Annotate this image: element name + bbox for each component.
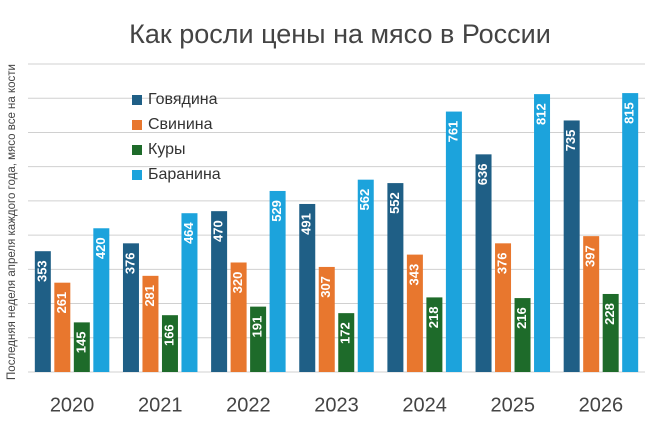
data-label: 529 (269, 200, 284, 222)
bar (269, 190, 286, 372)
data-label: 815 (622, 102, 637, 124)
bar (426, 297, 443, 372)
bar (583, 236, 600, 372)
y-axis-label: Последняя неделя апреля каждого года, мя… (6, 64, 18, 380)
data-label: 464 (181, 222, 196, 244)
x-tick-label: 2024 (402, 394, 447, 416)
bar (357, 179, 374, 372)
bar (73, 322, 90, 372)
bar (181, 213, 198, 372)
bar (622, 93, 639, 372)
data-label: 552 (387, 192, 402, 214)
data-label: 761 (445, 121, 460, 143)
legend-label: Куры (148, 141, 186, 158)
bar (563, 120, 580, 372)
bar (534, 94, 551, 373)
bar (318, 266, 335, 372)
data-label: 228 (602, 303, 617, 325)
x-tick-label: 2022 (226, 394, 271, 416)
bar (161, 315, 178, 372)
bar (122, 243, 139, 372)
x-tick-label: 2025 (491, 394, 536, 416)
bar (34, 251, 51, 372)
data-label: 145 (73, 332, 88, 354)
bar (387, 183, 404, 372)
data-label: 376 (494, 252, 509, 274)
bar (250, 306, 267, 372)
data-label: 307 (318, 276, 333, 298)
bar (299, 203, 316, 372)
x-tick-label: 2020 (50, 394, 95, 416)
bar (445, 111, 462, 373)
bar (230, 262, 247, 372)
data-label: 470 (211, 220, 226, 242)
bar (602, 293, 619, 372)
chart-title: Как росли цены на мясо в России (129, 19, 551, 49)
data-label: 216 (514, 307, 529, 329)
data-label: 343 (406, 264, 421, 286)
data-label: 397 (583, 245, 598, 267)
legend-swatch (132, 120, 142, 130)
bar (406, 254, 423, 372)
legend-label: Баранина (148, 166, 221, 183)
data-label: 636 (475, 163, 490, 185)
legend-swatch (132, 145, 142, 155)
data-label: 172 (338, 322, 353, 344)
data-label: 281 (142, 285, 157, 307)
legend-label: Свинина (148, 116, 213, 133)
data-label: 562 (357, 189, 372, 211)
bar (495, 243, 512, 372)
data-label: 218 (426, 307, 441, 329)
bar (54, 282, 71, 372)
bar (338, 313, 355, 372)
x-tick-label: 2021 (138, 394, 183, 416)
data-label: 166 (161, 324, 176, 346)
data-label: 491 (299, 213, 314, 235)
data-label: 420 (93, 237, 108, 259)
data-label: 191 (250, 316, 265, 338)
data-label: 261 (54, 292, 69, 314)
data-label: 320 (230, 272, 245, 294)
data-label: 353 (34, 260, 49, 282)
x-tick-label: 2023 (314, 394, 359, 416)
data-label: 376 (122, 252, 137, 274)
data-label: 735 (563, 130, 578, 152)
bar (211, 211, 228, 372)
legend-label: Говядина (148, 91, 218, 108)
bar (475, 154, 492, 372)
bar (93, 228, 110, 372)
data-label: 812 (533, 103, 548, 125)
bar (514, 298, 531, 372)
legend-swatch (132, 95, 142, 105)
x-tick-label: 2026 (579, 394, 624, 416)
legend-swatch (132, 170, 142, 180)
bar (142, 275, 159, 372)
